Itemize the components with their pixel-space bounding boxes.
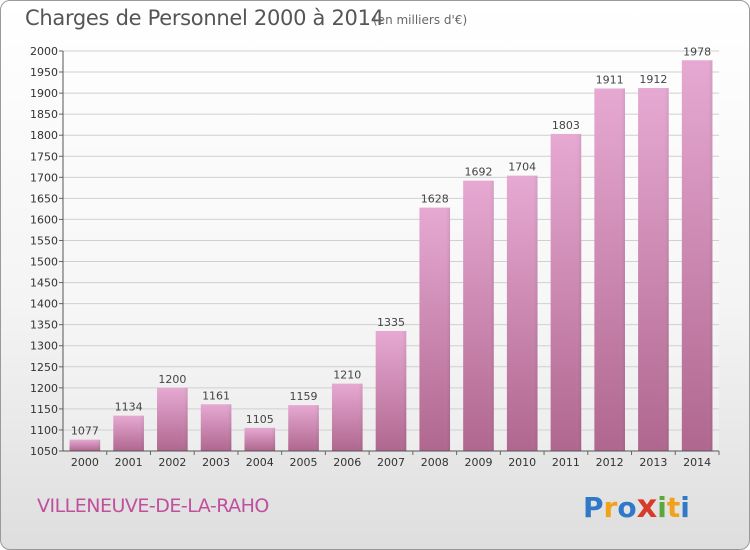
logo-letter: i	[657, 491, 667, 524]
data-label: 1978	[683, 45, 711, 58]
bar-shade	[463, 180, 494, 451]
x-tick-label: 2009	[464, 456, 492, 469]
logo-letter: r	[603, 491, 618, 524]
y-tick-label: 1950	[30, 66, 58, 79]
data-label: 1628	[421, 193, 449, 206]
x-tick-label: 2005	[290, 456, 318, 469]
y-tick-label: 1900	[30, 87, 58, 100]
y-tick-label: 1100	[30, 424, 58, 437]
bar-shade	[681, 60, 713, 452]
logo-letter: x	[636, 487, 658, 525]
x-tick-label: 2006	[333, 456, 361, 469]
data-label: 1105	[246, 413, 274, 426]
y-tick-label: 1450	[30, 277, 58, 290]
data-label: 1159	[290, 390, 318, 403]
bar-shade	[69, 439, 101, 451]
commune-name: VILLENEUVE-DE-LA-RAHO	[37, 495, 269, 517]
logo-letter: P	[583, 491, 604, 524]
y-tick-label: 1350	[30, 319, 58, 332]
y-tick-label: 1800	[30, 129, 58, 142]
data-label: 1200	[158, 373, 186, 386]
y-tick-label: 1600	[30, 213, 58, 226]
y-tick-label: 1400	[30, 298, 58, 311]
y-tick-label: 1750	[30, 150, 58, 163]
y-tick-label: 1850	[30, 108, 58, 121]
x-tick-label: 2014	[683, 456, 711, 469]
y-tick-label: 1550	[30, 234, 58, 247]
y-tick-label: 1250	[30, 361, 58, 374]
x-tick-label: 2007	[377, 456, 405, 469]
bar-shade	[375, 331, 407, 451]
y-tick-label: 1150	[30, 403, 58, 416]
bar-shade	[157, 387, 188, 451]
x-tick-label: 2012	[596, 456, 624, 469]
x-tick-label: 2001	[115, 456, 143, 469]
bar-shade	[419, 207, 451, 451]
bar-shade	[638, 88, 669, 451]
bar-shade	[244, 427, 276, 451]
y-tick-label: 1200	[30, 382, 58, 395]
proxiti-logo: Proxiti	[583, 487, 690, 525]
logo-letter: i	[680, 491, 690, 524]
x-tick-label: 2013	[639, 456, 667, 469]
data-label: 1704	[508, 161, 536, 174]
bars: 1077 1134 1200 1161 1105 1159 1210 1335 1628 1692…	[69, 45, 713, 452]
data-label: 1134	[115, 401, 143, 414]
logo-letter: o	[617, 491, 637, 524]
x-tick-label: 2011	[552, 456, 580, 469]
chart-title: Charges de Personnel 2000 à 2014	[25, 6, 384, 30]
data-label: 1161	[202, 389, 230, 402]
data-label: 1692	[464, 166, 492, 179]
logo-letter: t	[666, 491, 681, 524]
data-label: 1803	[552, 119, 580, 132]
bar-shade	[331, 383, 363, 451]
y-tick-label: 1500	[30, 256, 58, 269]
bar-shade	[113, 415, 144, 451]
x-tick-label: 2003	[202, 456, 230, 469]
y-tick-label: 1050	[30, 445, 58, 458]
x-tick-label: 2008	[421, 456, 449, 469]
y-tick-label: 1700	[30, 171, 58, 184]
axes: 1050 1100 1150 1200 1250 1300 1350 1400 1450 1500…	[30, 45, 720, 469]
y-tick-label: 2000	[30, 45, 58, 58]
bar-shade	[200, 404, 232, 451]
chart-subtitle: (en milliers d'€)	[373, 13, 468, 27]
bar-shade	[506, 175, 538, 451]
x-tick-label: 2004	[246, 456, 274, 469]
y-tick-label: 1300	[30, 340, 58, 353]
x-tick-label: 2010	[508, 456, 536, 469]
x-tick-label: 2000	[71, 456, 99, 469]
y-tick-label: 1650	[30, 192, 58, 205]
data-label: 1077	[71, 425, 99, 438]
bar-shade	[288, 405, 319, 451]
data-label: 1210	[333, 369, 361, 382]
data-label: 1911	[596, 73, 624, 86]
bar-shade	[550, 133, 582, 451]
data-label: 1335	[377, 316, 405, 329]
data-label: 1912	[639, 73, 667, 86]
x-tick-label: 2002	[158, 456, 186, 469]
bar-shade	[594, 88, 625, 451]
